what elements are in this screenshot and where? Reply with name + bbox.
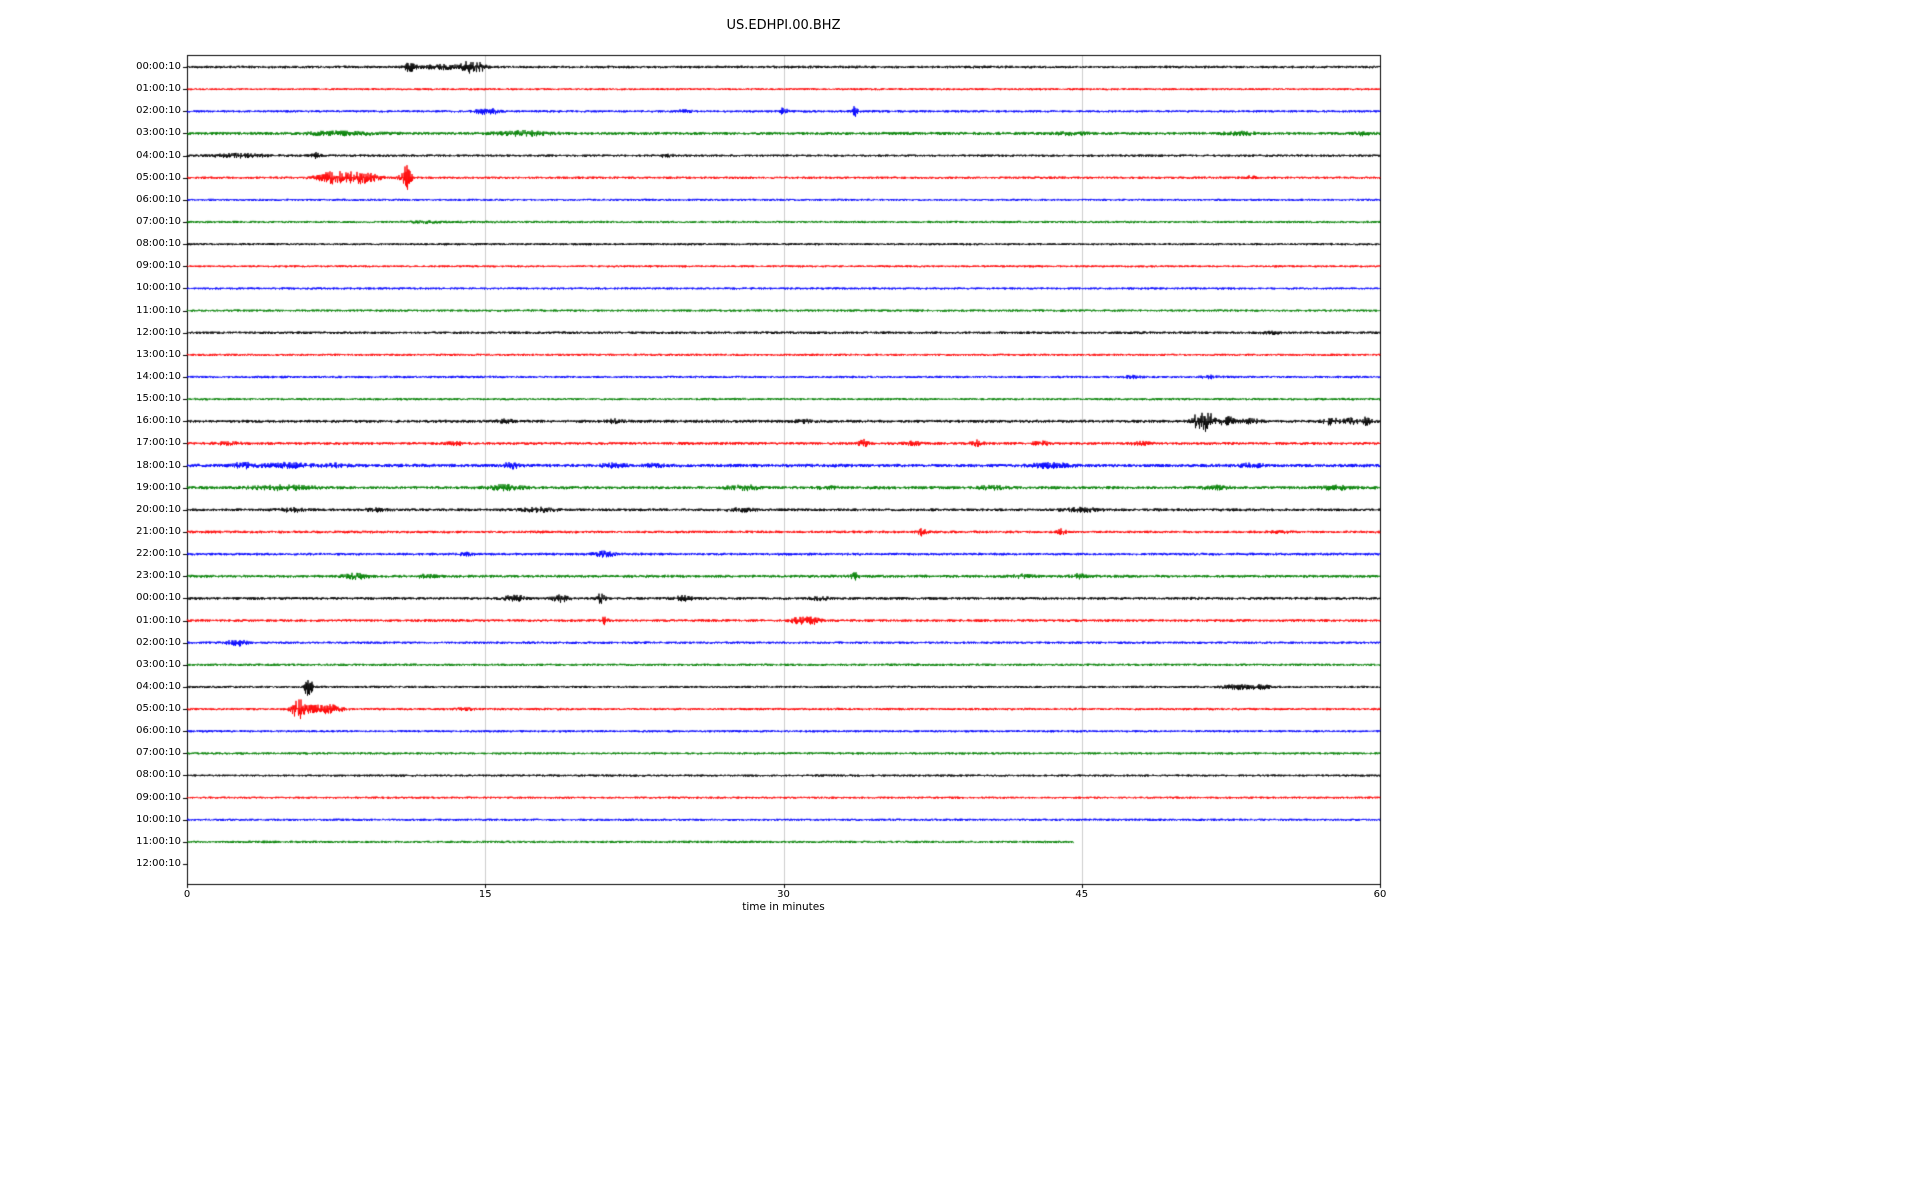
row-label: 09:00:10: [136, 791, 181, 803]
y-axis-labels: 00:00:10 01:00:10 02:00:10 03:00:10 04:00:10…: [0, 0, 181, 1200]
row-label: 04:00:10: [136, 149, 181, 161]
row-label: 16:00:10: [136, 415, 181, 427]
row-label: 06:00:10: [136, 193, 181, 205]
row-label: 14:00:10: [136, 370, 181, 382]
row-label: 18:00:10: [136, 459, 181, 471]
row-label: 01:00:10: [136, 614, 181, 626]
row-label: 07:00:10: [136, 747, 181, 759]
chart-title: US.EDHPI.00.BHZ: [726, 18, 841, 33]
x-tick-label: 0: [183, 889, 191, 900]
row-label: 11:00:10: [136, 304, 181, 316]
row-label: 07:00:10: [136, 215, 181, 227]
row-label: 17:00:10: [136, 437, 181, 449]
row-label: 03:00:10: [136, 658, 181, 670]
row-label: 19:00:10: [136, 481, 181, 493]
row-label: 02:00:10: [136, 105, 181, 117]
row-label: 09:00:10: [136, 260, 181, 272]
row-label: 13:00:10: [136, 348, 181, 360]
row-label: 08:00:10: [136, 769, 181, 781]
row-label: 05:00:10: [136, 703, 181, 715]
row-label: 15:00:10: [136, 393, 181, 405]
row-label: 10:00:10: [136, 282, 181, 294]
row-label: 01:00:10: [136, 83, 181, 95]
x-tick-label: 15: [478, 889, 492, 900]
row-label: 06:00:10: [136, 725, 181, 737]
row-label: 23:00:10: [136, 570, 181, 582]
row-label: 08:00:10: [136, 238, 181, 250]
row-label: 00:00:10: [136, 592, 181, 604]
row-label: 12:00:10: [136, 858, 181, 870]
row-label: 12:00:10: [136, 326, 181, 338]
row-label: 11:00:10: [136, 835, 181, 847]
x-tick-label: 60: [1373, 889, 1387, 900]
row-label: 05:00:10: [136, 171, 181, 183]
x-axis-label: time in minutes: [742, 901, 825, 913]
row-label: 21:00:10: [136, 525, 181, 537]
row-label: 10:00:10: [136, 813, 181, 825]
row-label: 03:00:10: [136, 127, 181, 139]
row-label: 04:00:10: [136, 680, 181, 692]
x-tick-label: 45: [1075, 889, 1089, 900]
x-tick-label: 30: [777, 889, 790, 900]
row-label: 22:00:10: [136, 548, 181, 560]
row-label: 20:00:10: [136, 503, 181, 515]
x-axis-tick-labels: 0 15 30 45 60: [0, 889, 1920, 903]
row-label: 02:00:10: [136, 636, 181, 648]
row-label: 00:00:10: [136, 61, 181, 72]
